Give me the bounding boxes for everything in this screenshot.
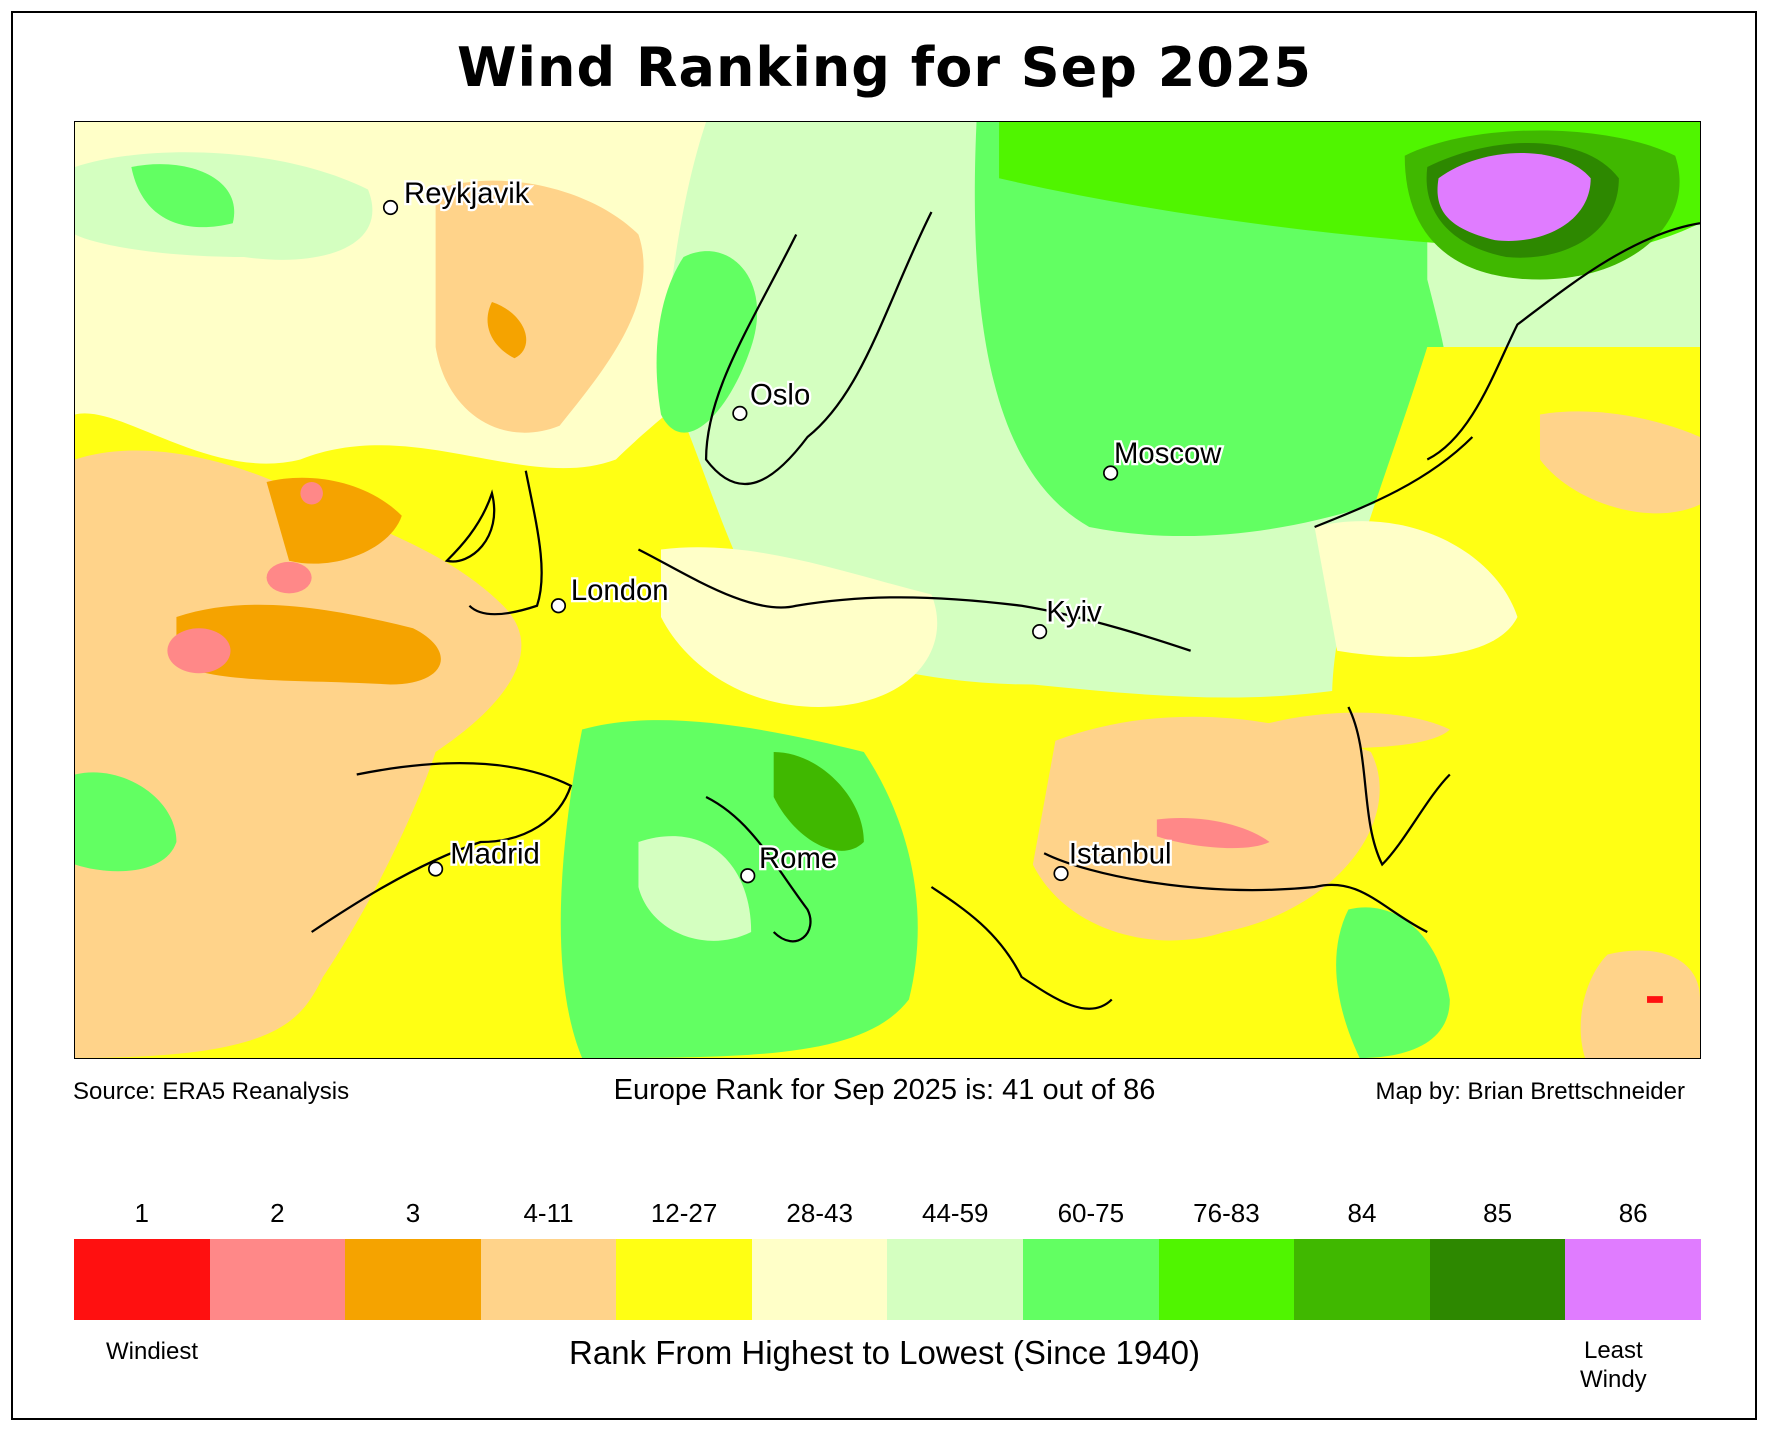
city-oslo: Oslo xyxy=(732,377,813,421)
city-madrid: Madrid xyxy=(428,836,542,877)
city-istanbul: Istanbul xyxy=(1053,836,1174,882)
map-title: Wind Ranking for Sep 2025 xyxy=(456,36,1313,99)
legend-label: 12-27 xyxy=(650,1198,718,1228)
legend-label: 85 xyxy=(1483,1198,1513,1228)
europe-rank-summary: Europe Rank for Sep 2025 is: 41 out of 8… xyxy=(613,1074,1156,1106)
wind-rank-map: Reykjavik Oslo Moscow London Kyiv Madrid… xyxy=(74,121,1701,1059)
legend-color-bar xyxy=(74,1239,1701,1320)
svg-text:Kyiv: Kyiv xyxy=(1046,597,1102,629)
legend-label: 60-75 xyxy=(1057,1198,1125,1228)
legend-swatch xyxy=(751,1239,888,1320)
legend-label: 3 xyxy=(405,1198,421,1228)
legend-high-end-label: Least Windy xyxy=(1580,1336,1647,1394)
legend-swatch xyxy=(1429,1239,1566,1320)
city-moscow: Moscow xyxy=(1103,436,1225,481)
legend-swatch xyxy=(1294,1239,1430,1320)
legend-swatch xyxy=(616,1239,752,1320)
legend-label: 86 xyxy=(1618,1198,1648,1228)
city-kyiv: Kyiv xyxy=(1032,594,1104,640)
legend-high-end-line1: Least xyxy=(1583,1337,1643,1364)
legend-swatch xyxy=(345,1239,481,1320)
svg-text:Rome: Rome xyxy=(759,843,837,875)
legend-high-end-line2: Windy xyxy=(1580,1366,1647,1393)
city-reykjavik: Reykjavik xyxy=(382,176,532,216)
legend-label: 1 xyxy=(134,1198,150,1228)
legend-axis-label: Rank From Highest to Lowest (Since 1940) xyxy=(569,1334,1200,1371)
legend-label: 2 xyxy=(270,1198,285,1228)
svg-text:Madrid: Madrid xyxy=(450,838,540,870)
svg-text:London: London xyxy=(571,575,669,607)
svg-text:Moscow: Moscow xyxy=(1114,438,1222,470)
legend-labels: 1 2 3 4-11 12-27 28-43 44-59 60-75 76-83… xyxy=(74,1198,1701,1229)
map-credit: Map by: Brian Brettschneider xyxy=(1375,1078,1685,1105)
svg-text:Oslo: Oslo xyxy=(750,379,810,411)
svg-text:Reykjavik: Reykjavik xyxy=(404,178,530,210)
figure-border xyxy=(11,11,1757,1420)
legend-label: 44-59 xyxy=(922,1198,989,1228)
city-london: London xyxy=(550,573,671,614)
legend-label: 28-43 xyxy=(786,1198,853,1228)
map-canvas: Reykjavik Oslo Moscow London Kyiv Madrid… xyxy=(75,122,1700,1058)
legend-swatch xyxy=(1158,1239,1295,1320)
svg-text:Istanbul: Istanbul xyxy=(1069,838,1172,870)
legend-swatch xyxy=(1565,1239,1701,1320)
legend-swatch xyxy=(209,1239,346,1320)
legend-swatch xyxy=(480,1239,617,1320)
source-note: Source: ERA5 Reanalysis xyxy=(73,1078,350,1105)
legend-label: 76-83 xyxy=(1193,1198,1260,1228)
legend-label: 84 xyxy=(1347,1198,1377,1228)
legend-label: 4-11 xyxy=(523,1198,574,1228)
legend-swatch xyxy=(74,1239,210,1320)
city-rome: Rome xyxy=(740,841,839,884)
legend-swatch xyxy=(1023,1239,1159,1320)
legend-low-end-label: Windiest xyxy=(106,1338,199,1365)
legend-swatch xyxy=(887,1239,1024,1320)
